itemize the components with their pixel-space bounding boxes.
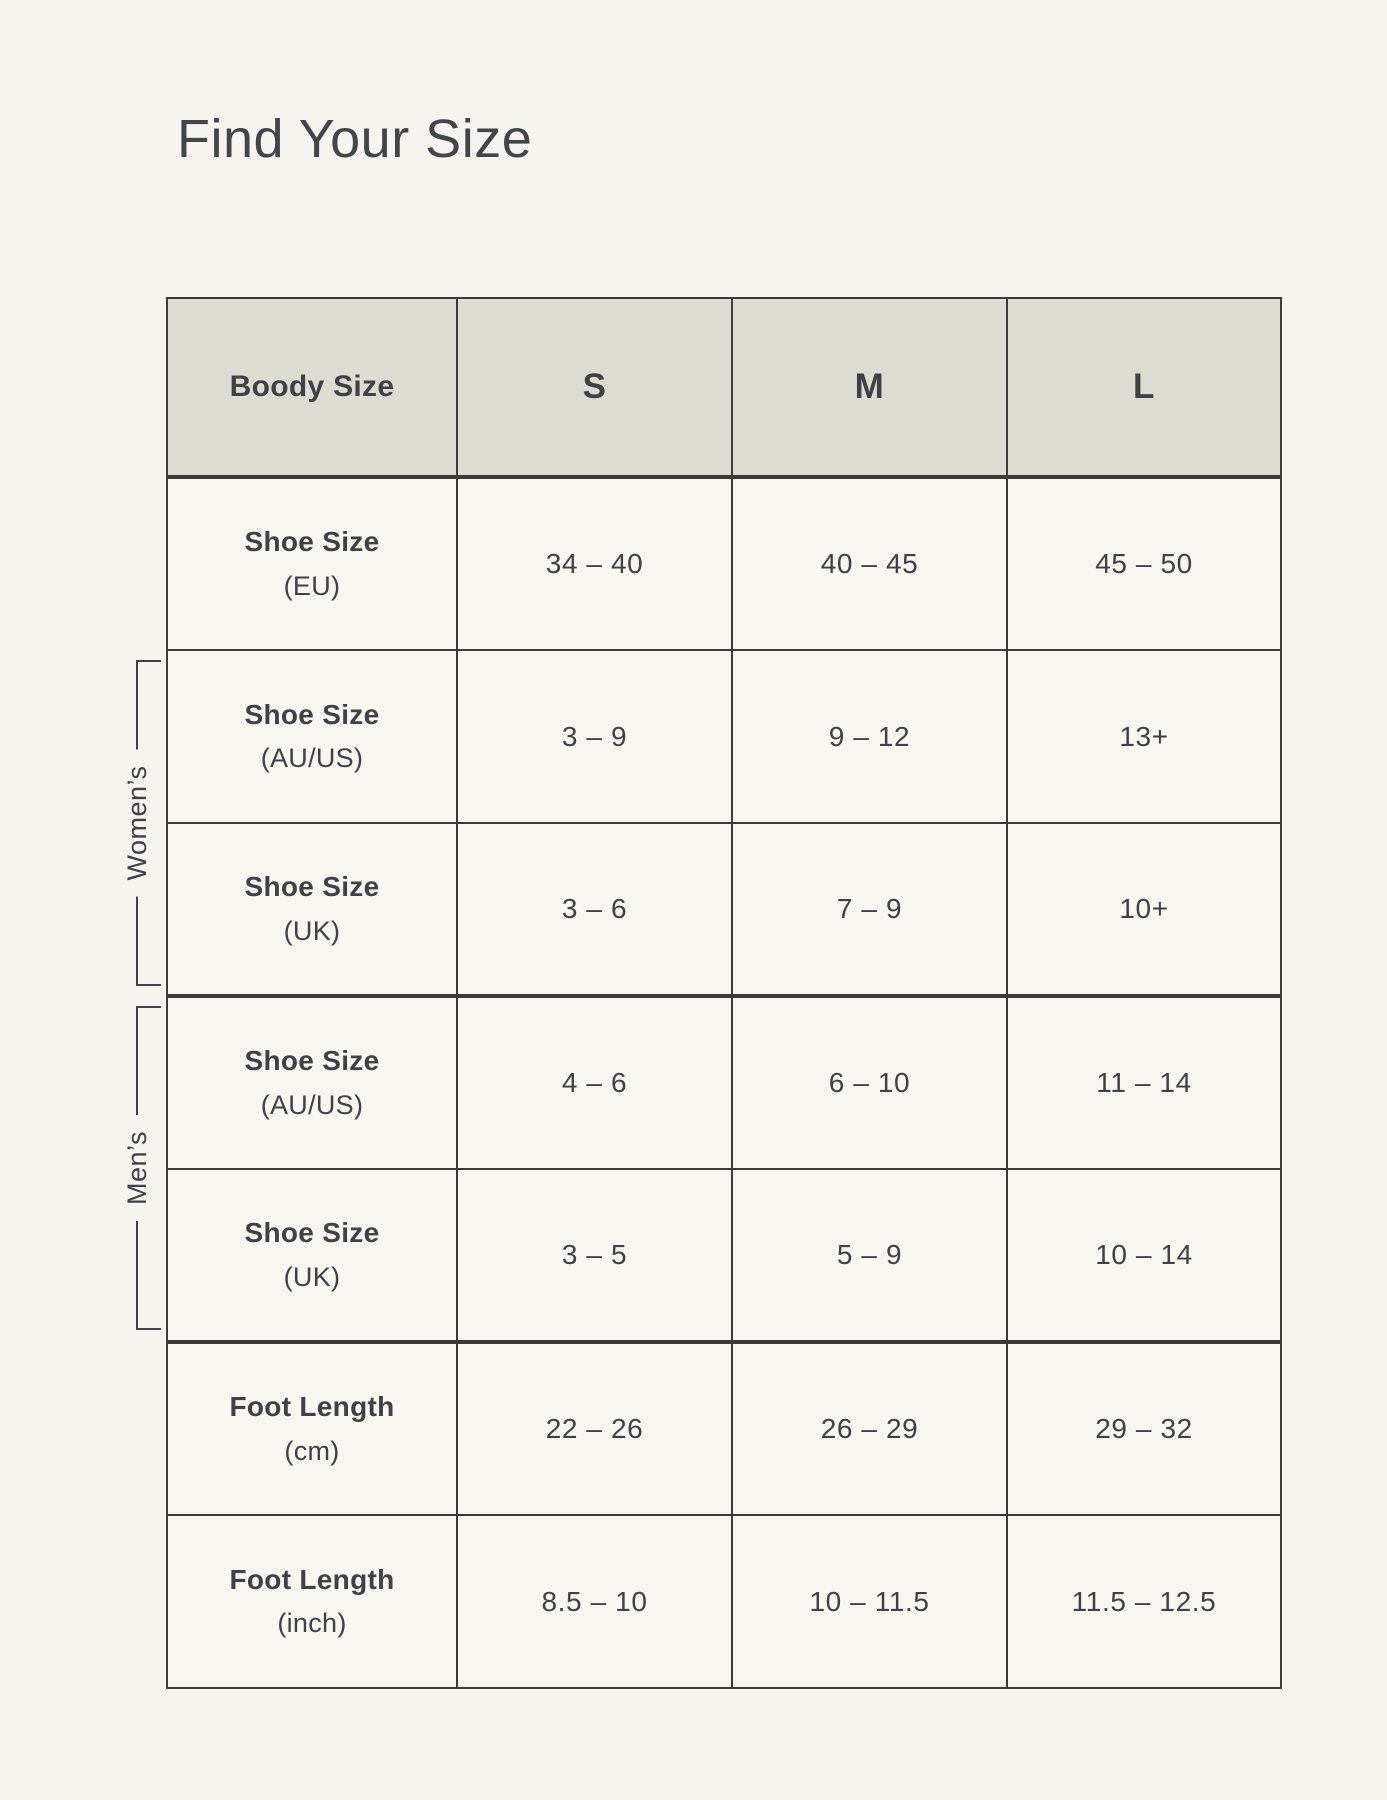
value-m: 26 – 29 bbox=[731, 1340, 1008, 1516]
row-header: Shoe Size (UK) bbox=[166, 1168, 458, 1343]
header-size-l: L bbox=[1006, 297, 1282, 479]
table-row-shoe-size-eu: Shoe Size (EU) 34 – 40 40 – 45 45 – 50 bbox=[166, 476, 1282, 651]
value-m: 5 – 9 bbox=[731, 1168, 1008, 1343]
table-row-mens-shoe-size-uk: Shoe Size (UK) 3 – 5 5 – 9 10 – 14 bbox=[166, 1168, 1282, 1343]
value-l: 13+ bbox=[1006, 649, 1282, 824]
value-s: 3 – 6 bbox=[456, 822, 733, 997]
header-boody-size: Boody Size bbox=[166, 297, 458, 479]
row-label: Foot Length bbox=[229, 1563, 395, 1595]
table-row-foot-length-inch: Foot Length (inch) 8.5 – 10 10 – 11.5 11… bbox=[166, 1514, 1282, 1689]
row-header: Shoe Size (EU) bbox=[166, 476, 458, 651]
table-row-foot-length-cm: Foot Length (cm) 22 – 26 26 – 29 29 – 32 bbox=[166, 1340, 1282, 1516]
size-chart-table: Boody Size S M L Shoe Size (EU) 34 – 40 … bbox=[166, 297, 1282, 1689]
row-label: Shoe Size bbox=[244, 1045, 380, 1077]
value-l: 45 – 50 bbox=[1006, 476, 1282, 651]
row-label: Shoe Size bbox=[244, 871, 380, 903]
value-l: 10 – 14 bbox=[1006, 1168, 1282, 1343]
value-l: 11 – 14 bbox=[1006, 994, 1282, 1170]
row-sublabel: (cm) bbox=[284, 1435, 340, 1466]
value-l: 11.5 – 12.5 bbox=[1006, 1514, 1282, 1689]
header-size-m: M bbox=[731, 297, 1008, 479]
row-sublabel: (AU/US) bbox=[260, 743, 364, 774]
row-header: Foot Length (inch) bbox=[166, 1514, 458, 1689]
value-l: 29 – 32 bbox=[1006, 1340, 1282, 1516]
row-label: Shoe Size bbox=[244, 1217, 380, 1249]
table-header-row: Boody Size S M L bbox=[166, 297, 1282, 479]
value-m: 40 – 45 bbox=[731, 476, 1008, 651]
row-sublabel: (EU) bbox=[283, 570, 341, 601]
row-sublabel: (UK) bbox=[283, 915, 341, 946]
value-s: 4 – 6 bbox=[456, 994, 733, 1170]
value-s: 34 – 40 bbox=[456, 476, 733, 651]
table-row-womens-shoe-size-au-us: Shoe Size (AU/US) 3 – 9 9 – 12 13+ bbox=[166, 649, 1282, 824]
row-header: Shoe Size (UK) bbox=[166, 822, 458, 997]
table-row-mens-shoe-size-au-us: Shoe Size (AU/US) 4 – 6 6 – 10 11 – 14 bbox=[166, 994, 1282, 1170]
value-s: 8.5 – 10 bbox=[456, 1514, 733, 1689]
row-sublabel: (inch) bbox=[277, 1608, 347, 1639]
row-header: Foot Length (cm) bbox=[166, 1340, 458, 1516]
row-sublabel: (AU/US) bbox=[260, 1089, 364, 1120]
row-label: Foot Length bbox=[229, 1391, 395, 1423]
row-header: Shoe Size (AU/US) bbox=[166, 649, 458, 824]
row-label: Shoe Size bbox=[244, 526, 380, 558]
mens-group-label: Men’s bbox=[120, 1114, 154, 1222]
womens-group-label: Women’s bbox=[120, 749, 154, 897]
value-s: 3 – 5 bbox=[456, 1168, 733, 1343]
row-sublabel: (UK) bbox=[283, 1261, 341, 1292]
value-m: 7 – 9 bbox=[731, 822, 1008, 997]
value-m: 9 – 12 bbox=[731, 649, 1008, 824]
row-header: Shoe Size (AU/US) bbox=[166, 994, 458, 1170]
value-m: 10 – 11.5 bbox=[731, 1514, 1008, 1689]
header-size-s: S bbox=[456, 297, 733, 479]
table-row-womens-shoe-size-uk: Shoe Size (UK) 3 – 6 7 – 9 10+ bbox=[166, 822, 1282, 997]
row-label: Shoe Size bbox=[244, 698, 380, 730]
value-s: 22 – 26 bbox=[456, 1340, 733, 1516]
page-title: Find Your Size bbox=[177, 109, 533, 169]
value-m: 6 – 10 bbox=[731, 994, 1008, 1170]
value-l: 10+ bbox=[1006, 822, 1282, 997]
value-s: 3 – 9 bbox=[456, 649, 733, 824]
